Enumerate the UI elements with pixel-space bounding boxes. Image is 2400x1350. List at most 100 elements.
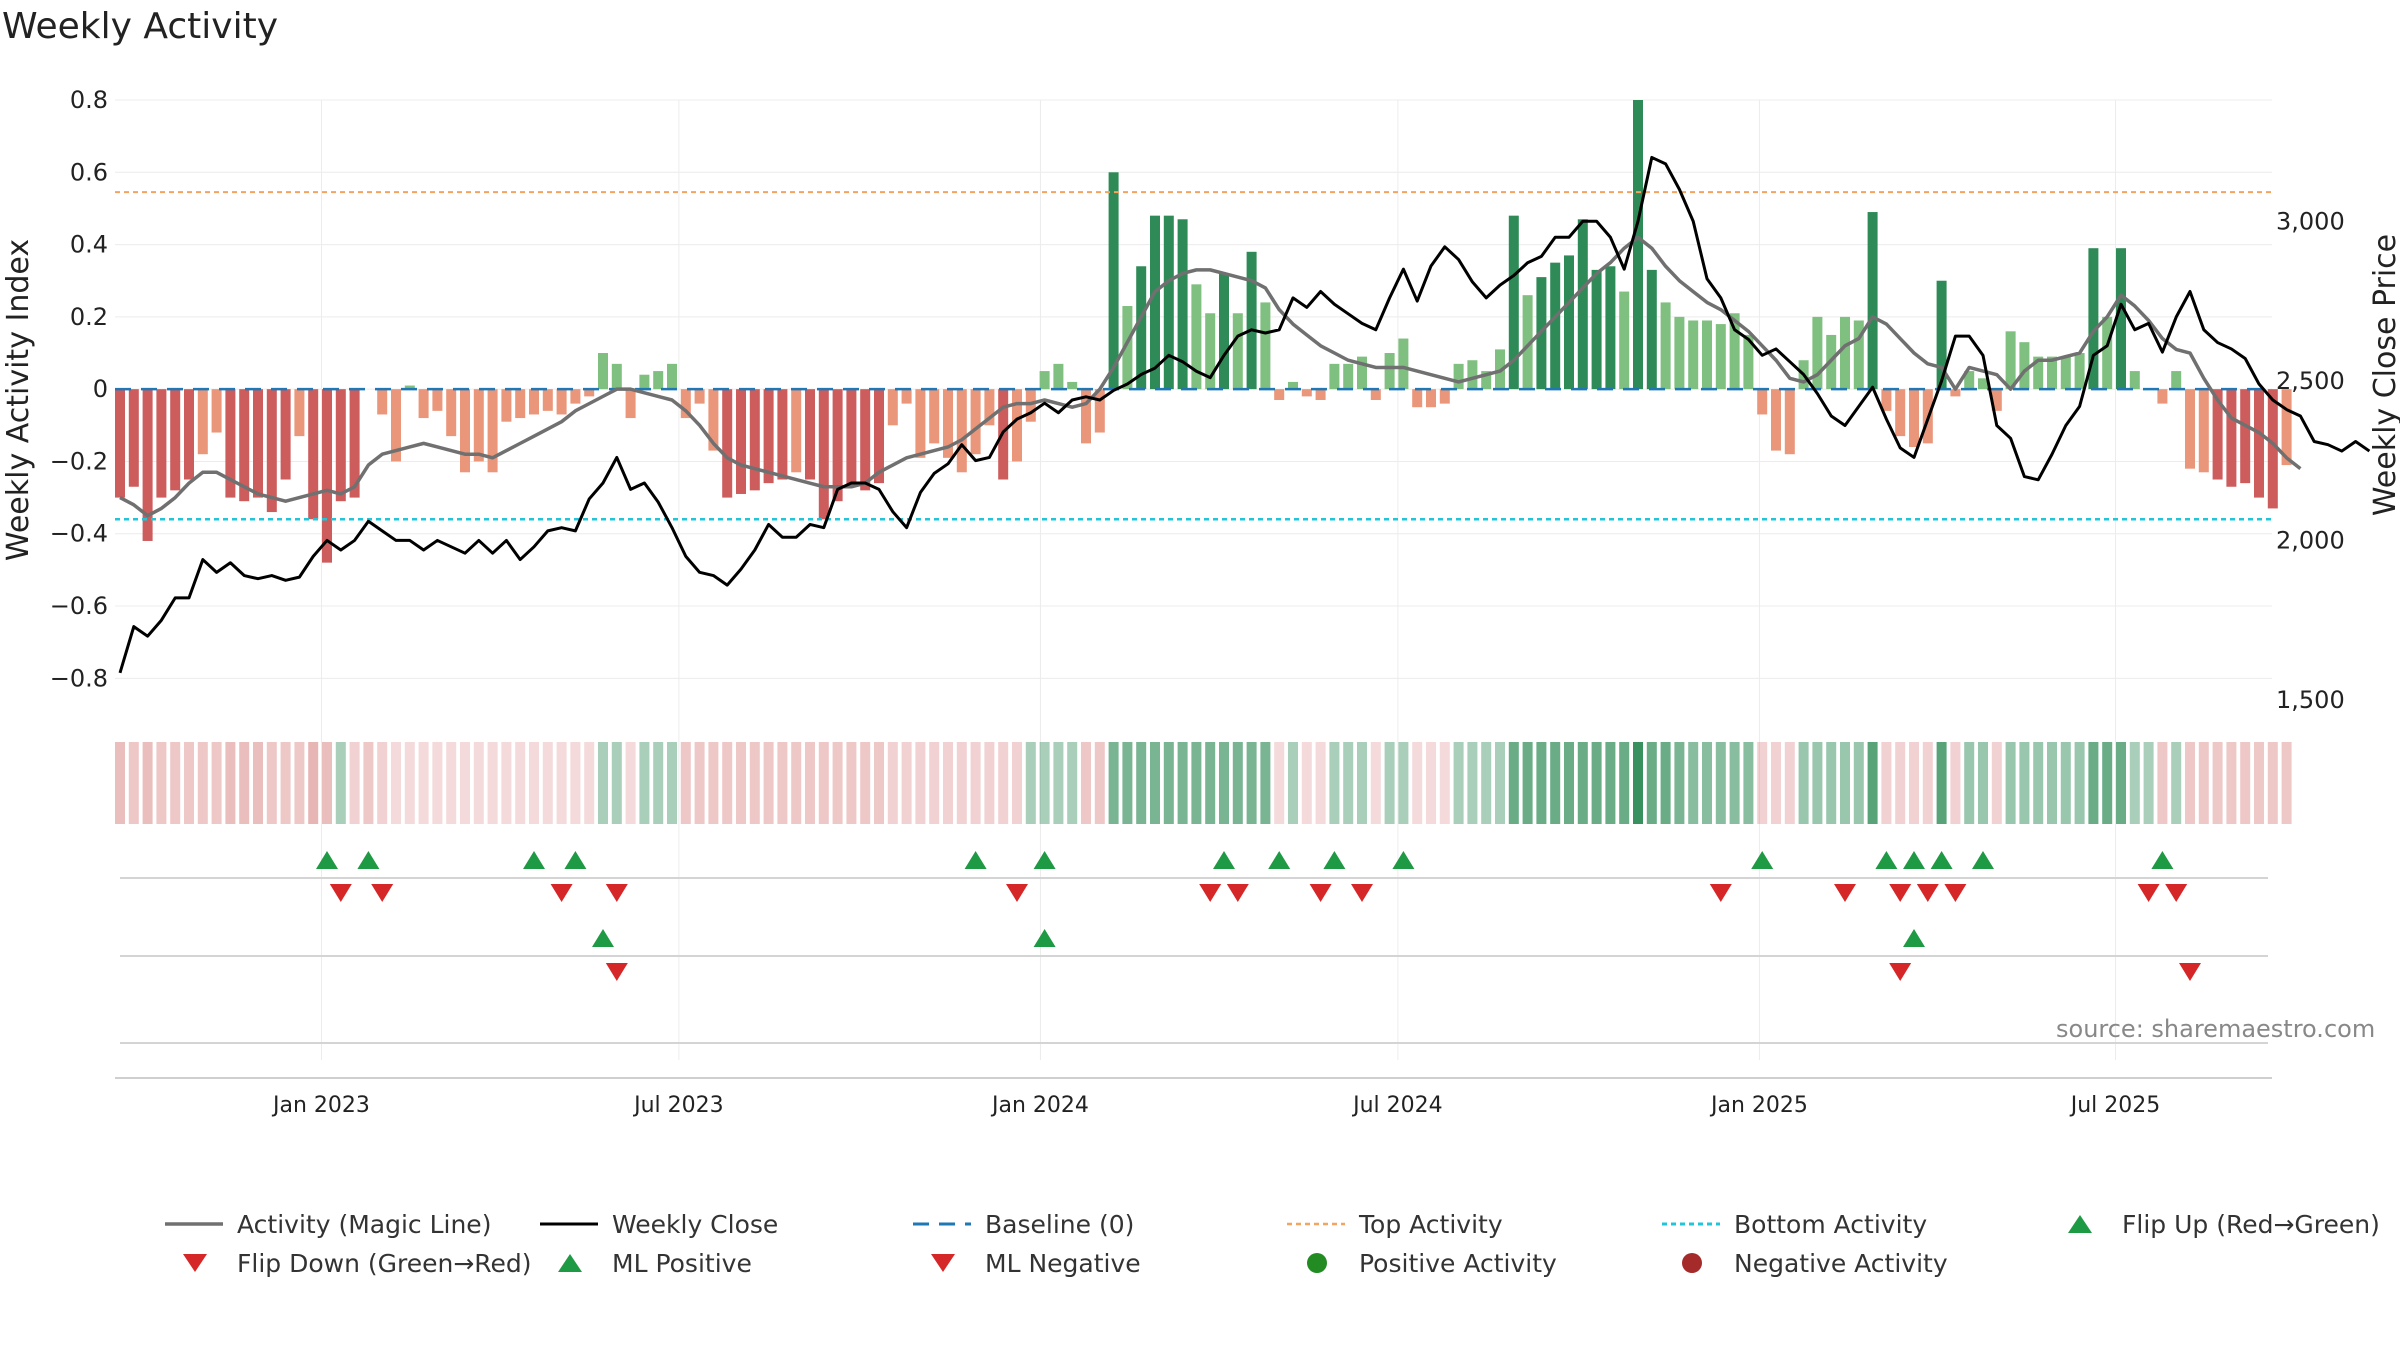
legend-label: Negative Activity (1734, 1249, 1948, 1278)
activity-bar-negative (542, 389, 553, 411)
heat-strip-cell (1881, 742, 1892, 824)
heat-strip-cell (915, 742, 926, 824)
heat-strip-cell (1467, 742, 1478, 824)
heat-strip-cell (2102, 742, 2113, 824)
heat-strip-cell (943, 742, 953, 824)
heat-strip-cell (680, 742, 691, 824)
activity-bar-positive (1136, 266, 1147, 390)
activity-bar-positive (1840, 316, 1850, 390)
heat-strip-cell (460, 742, 470, 824)
y2-tick-label: 2,000 (2276, 526, 2345, 554)
heat-strip-cell (1978, 742, 1988, 824)
activity-bar-negative (184, 389, 194, 480)
heat-strip-cell (294, 742, 305, 824)
activity-bar-negative (556, 389, 567, 415)
activity-bar-negative (1771, 389, 1781, 451)
heat-strip-cell (887, 742, 898, 824)
heat-strip-cell (1591, 742, 1602, 824)
heat-strip-cell (736, 742, 746, 824)
heat-strip-cell (1660, 742, 1671, 824)
heat-strip-cell (653, 742, 664, 824)
activity-bar-negative (708, 389, 719, 451)
heat-strip-cell (1108, 742, 1119, 824)
heat-strip-cell (128, 742, 139, 824)
heat-strip-cell (211, 742, 222, 824)
heat-strip-cell (1702, 742, 1712, 824)
heat-strip-cell (2240, 742, 2251, 824)
heat-strip-cell (156, 742, 167, 824)
y-tick-label: −0.8 (50, 664, 108, 692)
activity-bar-negative (446, 389, 457, 437)
activity-bar-positive (1205, 313, 1216, 390)
activity-bar-positive (2171, 371, 2182, 390)
heat-strip-cell (763, 742, 774, 824)
heat-strip-cell (1826, 742, 1837, 824)
activity-bar-positive (1812, 316, 1823, 390)
x-tick-label: Jan 2023 (271, 1093, 370, 1118)
heat-strip-cell (529, 742, 539, 824)
activity-bar-negative (887, 389, 898, 426)
activity-bar-negative (1094, 389, 1105, 433)
activity-bar-negative (418, 389, 429, 419)
heat-strip-cell (584, 742, 595, 824)
activity-bar-negative (197, 389, 208, 455)
activity-bar-positive (1619, 291, 1630, 390)
flip-down-marker (1944, 884, 1967, 902)
legend-label: Activity (Magic Line) (237, 1210, 491, 1239)
activity-bar-positive (2088, 248, 2099, 390)
heat-strip-cell (1136, 742, 1147, 824)
activity-bar-negative (225, 389, 236, 498)
y-tick-label: −0.2 (50, 447, 108, 475)
activity-bar-negative (1012, 389, 1022, 462)
heat-strip-cell (708, 742, 719, 824)
heat-strip-cell (1246, 742, 1257, 824)
y-tick-label: 0.6 (70, 158, 108, 186)
activity-bar-positive (1978, 378, 1988, 390)
heat-strip-cell (2019, 742, 2030, 824)
x-tick-label: Jul 2025 (2069, 1093, 2161, 1118)
heat-strip-cell (349, 742, 360, 824)
activity-bar-positive (2047, 356, 2057, 390)
heat-strip-cell (1150, 742, 1160, 824)
legend-label: ML Negative (985, 1249, 1141, 1278)
heat-strip-cell (2143, 742, 2154, 824)
heat-strip-cell (1053, 742, 1064, 824)
activity-bar-negative (2226, 389, 2237, 487)
legend-label: Flip Up (Red→Green) (2122, 1210, 2380, 1239)
activity-bar-positive (1177, 219, 1188, 390)
heat-strip-cell (791, 742, 802, 824)
y-tick-label: −0.6 (50, 592, 108, 620)
heat-strip-cell (2185, 742, 2195, 824)
activity-bar-positive (1853, 320, 1864, 390)
y-tick-label: 0 (93, 375, 108, 403)
flip-up-marker (1213, 851, 1235, 869)
activity-bar-negative (1081, 389, 1091, 444)
activity-bar-positive (2005, 331, 2016, 390)
activity-bar-positive (1964, 371, 1975, 390)
heat-strip-cell (1343, 742, 1354, 824)
flip-up-marker (564, 851, 587, 869)
heat-strip-cell (1398, 742, 1409, 824)
activity-bar-negative (722, 389, 733, 498)
heat-strip-cell (515, 742, 526, 824)
heat-strip-cell (1950, 742, 1961, 824)
activity-bar-negative (763, 389, 774, 484)
activity-bar-positive (1674, 316, 1685, 390)
legend-item: Activity (Magic Line) (165, 1210, 491, 1239)
heat-strip-cell (2047, 742, 2057, 824)
activity-bar-negative (929, 389, 940, 444)
flip-down-marker (1889, 884, 1912, 902)
legend-swatch (183, 1254, 207, 1272)
heat-strip-cell (1094, 742, 1105, 824)
activity-bar-positive (1481, 371, 1492, 390)
heat-strip-cell (1909, 742, 1919, 824)
heat-strip-cell (1840, 742, 1850, 824)
activity-bar-positive (1108, 172, 1119, 390)
activity-bar-negative (736, 389, 746, 494)
activity-bar-positive (1039, 371, 1050, 390)
activity-bar-positive (1357, 356, 1367, 390)
y2-axis-title: Weekly Close Price (2368, 234, 2400, 516)
legend-label: Flip Down (Green→Red) (237, 1249, 532, 1278)
flip-down-marker (1199, 884, 1222, 902)
activity-bar-negative (2254, 389, 2264, 498)
